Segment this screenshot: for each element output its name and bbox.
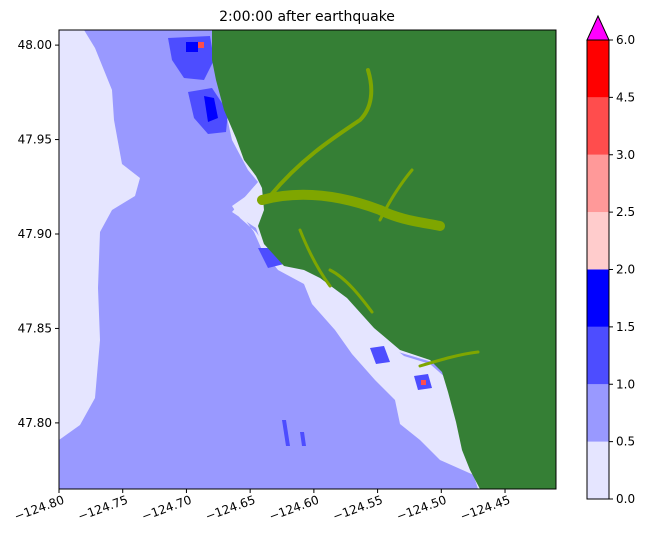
river-main: [268, 68, 374, 198]
land-region: [212, 30, 556, 489]
colorbar-segment: [587, 97, 609, 155]
colorbar-tick-label: 1.0: [616, 377, 635, 391]
x-axis: −124.80 −124.75 −124.70 −124.65 −124.60 −124.…: [12, 489, 512, 524]
nearshore-region: [232, 180, 476, 476]
colorbar: 0.0 0.5 1.0 1.5 2.0 2.5 3.0 4.5 6.0: [586, 14, 635, 506]
hotspot-south: [370, 346, 390, 364]
red-spot-2: [421, 380, 426, 385]
y-tick-label: 47.80: [18, 416, 52, 430]
offshore-patch-1: [282, 420, 290, 446]
river-estuary: [257, 189, 445, 231]
x-tick-label: −124.65: [203, 493, 257, 524]
x-tick-label: −124.55: [331, 493, 385, 524]
dark-spot-2: [186, 42, 198, 52]
red-spot-1: [198, 42, 204, 48]
river-branch-1: [298, 228, 332, 288]
colorbar-segment: [587, 154, 609, 213]
colorbar-segment: [587, 212, 609, 270]
colorbar-extend-triangle: [586, 14, 610, 41]
colorbar-tick-label: 1.5: [616, 320, 635, 334]
x-tick-label: −124.45: [458, 493, 512, 524]
y-tick-label: 47.85: [18, 321, 52, 335]
river-branch-2: [378, 168, 414, 222]
river-south: [418, 350, 480, 368]
colorbar-tick-label: 0.0: [616, 492, 635, 506]
plot-frame: [58, 29, 557, 490]
colorbar-segment: [587, 326, 609, 385]
x-tick-label: −124.60: [267, 493, 321, 524]
colorbar-tick-label: 4.5: [616, 90, 635, 104]
chart-title: 2:00:00 after earthquake: [219, 9, 395, 25]
colorbar-tick-label: 3.0: [616, 148, 635, 162]
colorbar-tick-label: 6.0: [616, 33, 635, 47]
colorbar-tick-label: 2.0: [616, 263, 635, 277]
x-tick-label: −124.70: [140, 493, 194, 524]
colorbar-segment: [587, 40, 609, 98]
river-group: [257, 68, 480, 368]
colorbar-tick-label: 0.5: [616, 435, 635, 449]
colorbar-segment: [587, 441, 609, 499]
colorbar-segment: [587, 384, 609, 442]
hotspot-group: [168, 36, 432, 446]
river-mid: [328, 268, 374, 314]
y-tick-label: 48.00: [18, 38, 52, 52]
y-tick-label: 47.95: [18, 133, 52, 147]
dark-spot-1: [204, 96, 218, 122]
colorbar-tick-label: 2.5: [616, 205, 635, 219]
colorbar-segment: [587, 269, 609, 327]
plot-area: [59, 30, 556, 489]
x-tick-label: −124.75: [76, 493, 130, 524]
x-tick-label: −124.80: [12, 493, 66, 524]
y-tick-label: 47.90: [18, 227, 52, 241]
y-axis: 47.80 47.85 47.90 47.95 48.00: [18, 38, 59, 430]
x-tick-label: −124.50: [395, 493, 449, 524]
offshore-patch-2: [300, 432, 306, 446]
